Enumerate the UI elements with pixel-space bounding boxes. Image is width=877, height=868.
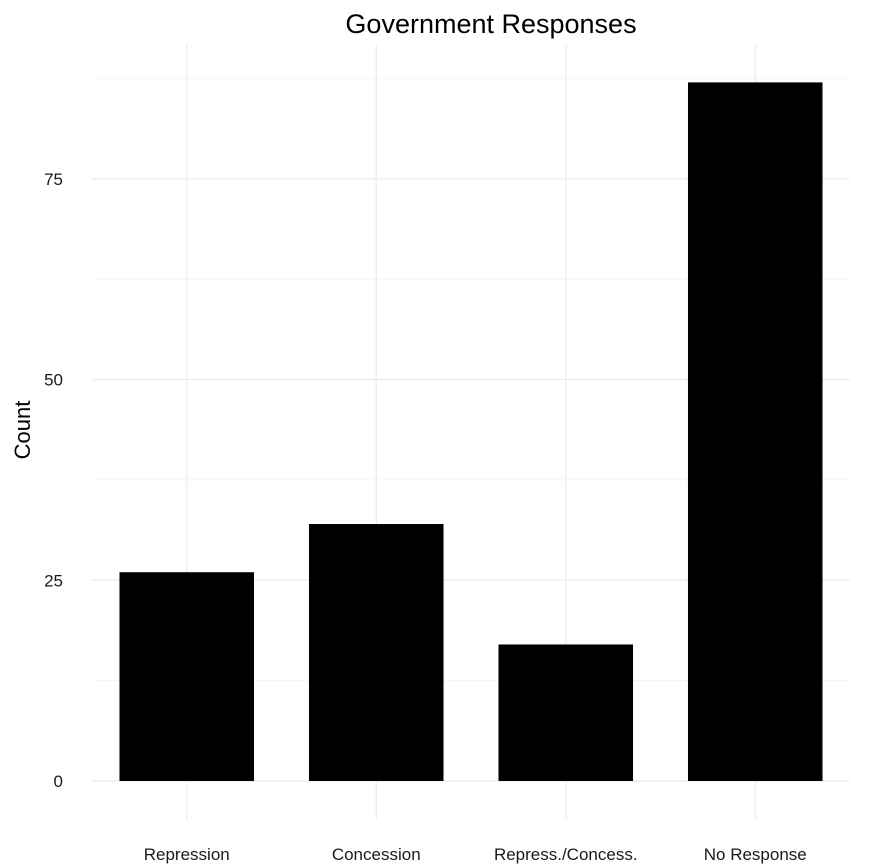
bar-repression — [119, 572, 255, 781]
y-tick-label: 0 — [54, 772, 63, 791]
y-tick-label: 25 — [44, 571, 63, 590]
x-tick-label: Repression — [144, 845, 230, 864]
bar-repress-concess — [498, 644, 634, 781]
y-axis-label: Count — [10, 401, 35, 460]
bar-concession — [308, 524, 444, 781]
x-tick-label: Repress./Concess. — [494, 845, 638, 864]
y-tick-labels: 0 25 50 75 — [44, 170, 63, 791]
x-tick-label: No Response — [704, 845, 807, 864]
bars — [119, 82, 823, 781]
y-tick-label: 50 — [44, 371, 63, 390]
x-tick-labels: Repression Concession Repress./Concess. No … — [144, 845, 807, 864]
x-tick-label: Concession — [332, 845, 421, 864]
chart-title: Government Responses — [345, 9, 636, 39]
bar-no-response — [687, 82, 823, 781]
y-tick-label: 75 — [44, 170, 63, 189]
